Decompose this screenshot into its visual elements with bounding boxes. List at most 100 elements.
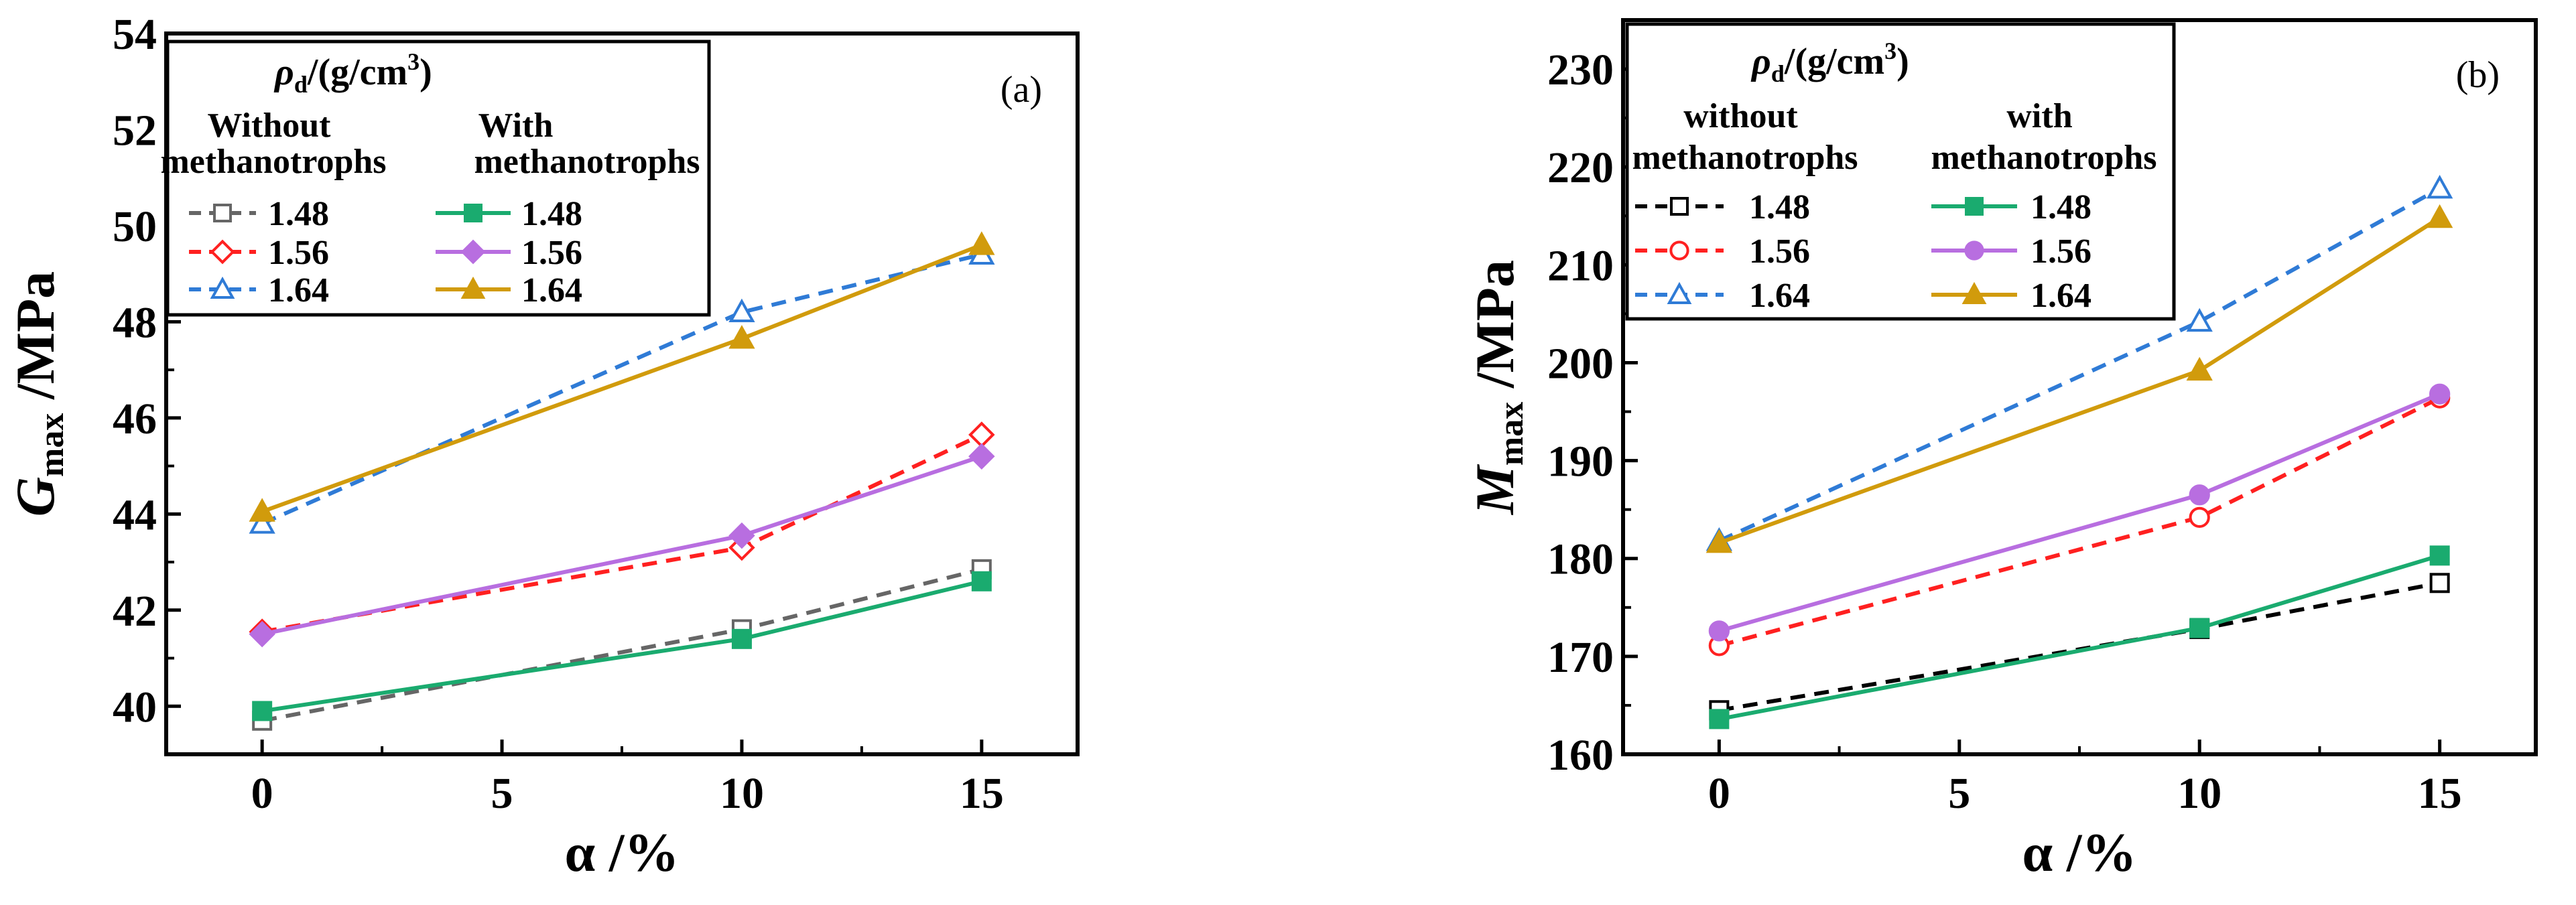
legend-title: ρd/(g/cm3)	[1750, 38, 1909, 87]
x-axis-label: α /%	[564, 822, 679, 883]
y-tick-label: 180	[1547, 535, 1614, 584]
data-point	[2189, 618, 2210, 638]
legend-label: 1.64	[268, 271, 329, 309]
panel-a: (a) 0 5 10 15 40 42 44 46 48 50 52 54 ρd/(g/cm3) W…	[5, 10, 1080, 883]
data-point	[2189, 506, 2210, 529]
x-axis-label: α /%	[2022, 822, 2136, 883]
series-layer	[1705, 174, 2453, 729]
legend-entry-without-1.48: 1.48	[189, 195, 329, 233]
legend-box	[166, 40, 711, 317]
legend-entry-with-1.64: 1.64	[436, 271, 582, 309]
data-point	[1708, 620, 1730, 642]
x-ticks: 0 5 10 15	[251, 740, 1004, 818]
data-point	[731, 628, 752, 649]
legend-marker	[1961, 281, 1987, 304]
series-without-1.48	[252, 559, 992, 731]
series-without-1.56	[1708, 387, 2451, 656]
y-tick-label: 42	[113, 587, 157, 636]
series-without-1.48	[1709, 573, 2450, 721]
data-point	[968, 231, 995, 255]
y-tick-label: 48	[113, 298, 157, 347]
legend-label: 1.64	[521, 271, 582, 309]
legend-entries: 1.481.561.641.481.561.64	[1635, 188, 2091, 315]
series-with-1.64	[1705, 204, 2453, 553]
data-point	[2429, 545, 2450, 566]
data-point	[728, 325, 755, 349]
data-point	[2186, 307, 2213, 332]
y-tick-label: 160	[1547, 731, 1614, 780]
legend-label: 1.48	[521, 195, 582, 233]
x-tick-label: 5	[491, 769, 513, 818]
x-tick-label: 0	[1708, 769, 1730, 818]
series-with-1.48	[1709, 545, 2450, 729]
legend-group-with: With methanotrophs	[474, 107, 700, 181]
x-tick-label: 10	[2177, 769, 2221, 818]
legend-label: 1.56	[1749, 232, 1810, 271]
legend-entry-without-1.64: 1.64	[189, 271, 329, 309]
x-tick-label: 10	[720, 769, 764, 818]
data-point	[1705, 529, 1733, 553]
data-point	[2426, 174, 2453, 199]
legend-marker	[213, 204, 232, 222]
y-axis-label: Gmax /MPa	[5, 271, 71, 516]
data-point	[249, 620, 275, 648]
legend-marker	[460, 276, 486, 299]
legend-marker	[1667, 281, 1692, 304]
series-with-1.48	[252, 571, 992, 721]
data-point	[728, 298, 755, 323]
x-ticks: 0 5 10 15	[1708, 740, 2462, 818]
series-layer	[249, 231, 995, 731]
series-line	[261, 579, 982, 713]
data-point	[968, 443, 995, 470]
y-tick-label: 52	[113, 106, 157, 155]
legend-entry-with-1.48: 1.48	[436, 195, 582, 233]
panel-label: (b)	[2456, 54, 2500, 96]
legend-group-without: without methanotrophs	[1632, 97, 1858, 177]
series-line	[261, 567, 982, 723]
legend-entry-without-1.56: 1.56	[1635, 232, 1810, 271]
series-with-1.56	[1708, 383, 2451, 642]
data-point	[2429, 383, 2451, 405]
y-tick-label: 44	[113, 490, 157, 539]
legend-marker	[460, 239, 486, 265]
legend-label: 1.48	[2031, 188, 2091, 226]
legend: ρd/(g/cm3) Without methanotrophs With me…	[160, 40, 711, 317]
series-with-1.56	[249, 443, 995, 648]
legend-entry-with-1.56: 1.56	[1931, 232, 2091, 271]
panel-label: (a)	[1001, 69, 1042, 111]
data-point	[2186, 356, 2213, 381]
data-point	[2189, 484, 2210, 506]
legend-label: 1.56	[2031, 232, 2091, 271]
y-tick-label: 200	[1547, 339, 1614, 388]
y-tick-label: 190	[1547, 437, 1614, 486]
legend-label: 1.64	[1749, 277, 1810, 315]
x-tick-label: 15	[2418, 769, 2462, 818]
legend-title: ρd/(g/cm3)	[273, 48, 432, 98]
series-with-1.64	[249, 231, 995, 522]
legend-marker	[210, 239, 235, 265]
legend-group-without: Without methanotrophs	[160, 107, 386, 181]
data-point	[1709, 709, 1730, 729]
y-tick-label: 170	[1547, 633, 1614, 682]
legend-entries: 1.481.561.641.481.561.64	[189, 195, 582, 309]
x-tick-label: 15	[960, 769, 1004, 818]
legend-label: 1.48	[268, 195, 329, 233]
data-point	[971, 571, 992, 591]
data-point	[2426, 204, 2453, 228]
series-line	[1718, 396, 2441, 648]
legend-entry-without-1.56: 1.56	[189, 234, 329, 272]
legend-entry-with-1.56: 1.56	[436, 234, 582, 272]
y-tick-label: 230	[1547, 46, 1614, 94]
data-point	[249, 510, 275, 534]
legend-label: 1.64	[2031, 277, 2091, 315]
series-line	[261, 433, 983, 634]
data-point	[968, 421, 995, 448]
y-tick-label: 50	[113, 202, 157, 251]
series-line	[1718, 553, 2441, 721]
legend-marker	[1964, 240, 1984, 261]
legend-label: 1.56	[521, 234, 582, 272]
y-ticks: 40 42 44 46 48 50 52 54	[113, 10, 181, 732]
data-point	[2429, 573, 2450, 594]
legend: ρd/(g/cm3) without methanotrophs with me…	[1625, 22, 2176, 321]
